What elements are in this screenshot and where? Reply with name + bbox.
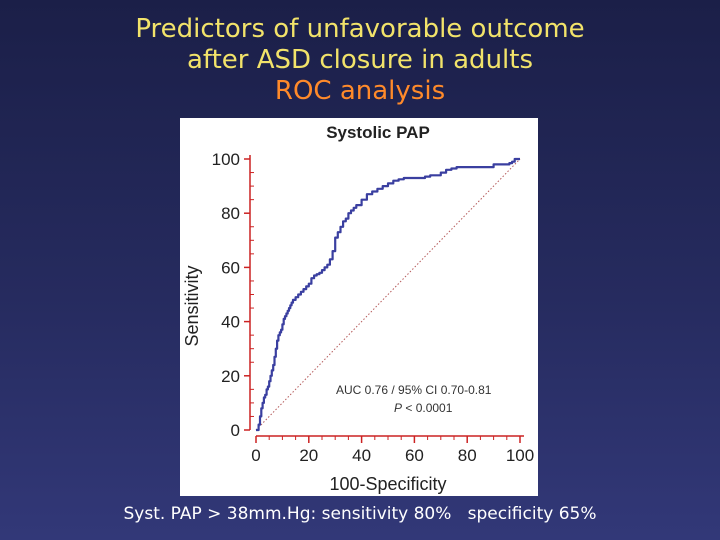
- x-tick-label: 100: [506, 446, 534, 465]
- slide-title: Predictors of unfavorable outcome after …: [0, 14, 720, 107]
- auc-annotation: AUC 0.76 / 95% CI 0.70-0.81: [336, 383, 492, 397]
- roc-curve: [256, 157, 520, 432]
- roc-chart: Systolic PAP Sensitivity 100-Specificity…: [182, 123, 534, 494]
- footer-note: Syst. PAP > 38mm.Hg: sensitivity 80% spe…: [0, 504, 720, 524]
- title-line-1: Predictors of unfavorable outcome: [135, 14, 585, 44]
- y-axis-label: Sensitivity: [182, 265, 202, 346]
- x-tick-label: 40: [352, 446, 371, 465]
- y-tick-label: 0: [231, 421, 240, 440]
- diagonal-reference-line: [255, 158, 521, 431]
- y-tick-label: 60: [221, 258, 240, 277]
- x-tick-label: 20: [299, 446, 318, 465]
- y-tick-label: 80: [221, 204, 240, 223]
- chart-title: Systolic PAP: [326, 123, 430, 142]
- footer-sensitivity: Syst. PAP > 38mm.Hg: sensitivity 80%: [123, 504, 452, 524]
- x-axis-label: 100-Specificity: [329, 474, 446, 494]
- title-line-3: ROC analysis: [274, 76, 446, 106]
- y-tick-label: 20: [221, 367, 240, 386]
- title-line-2: after ASD closure in adults: [186, 45, 534, 75]
- y-tick-label: 40: [221, 313, 240, 332]
- y-tick-label: 100: [212, 150, 240, 169]
- p-value-annotation: P < 0.0001: [394, 401, 453, 415]
- footer-specificity: specificity 65%: [467, 504, 597, 524]
- roc-chart-panel: Systolic PAP Sensitivity 100-Specificity…: [180, 118, 538, 496]
- x-tick-label: 60: [405, 446, 424, 465]
- x-tick-label: 80: [458, 446, 477, 465]
- x-tick-label: 0: [251, 446, 260, 465]
